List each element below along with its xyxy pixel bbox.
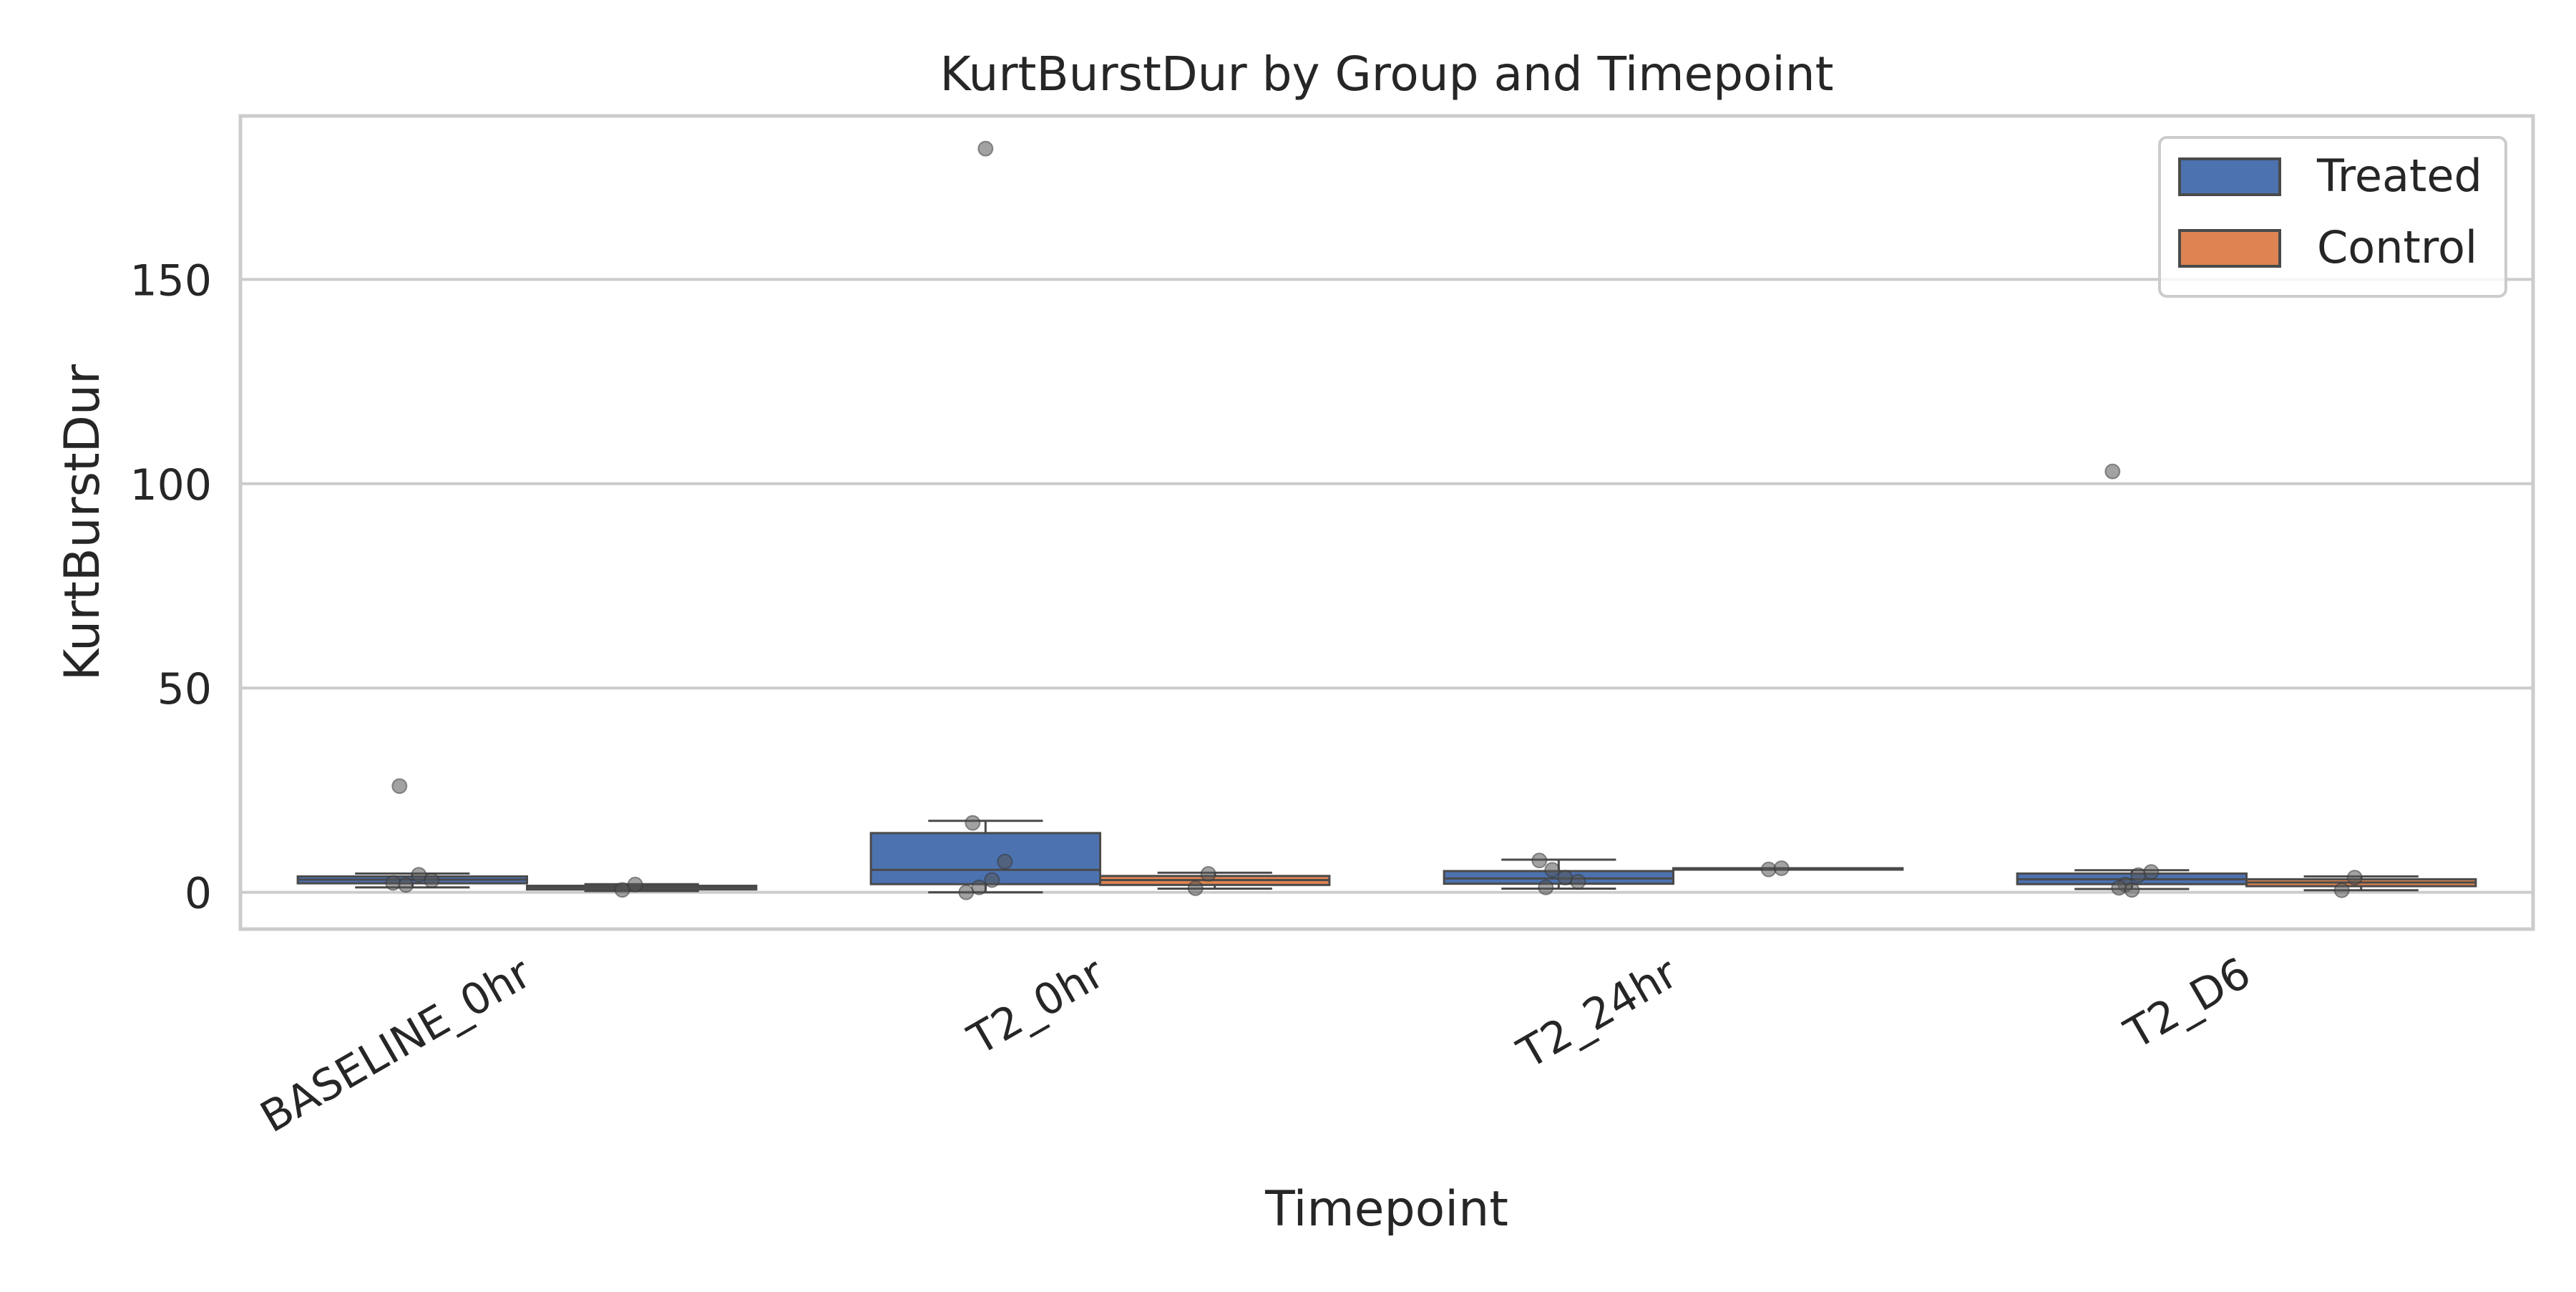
data-point — [2333, 882, 2350, 898]
data-point — [614, 882, 630, 898]
legend-label-control: Control — [2317, 221, 2477, 273]
data-point — [2130, 867, 2147, 883]
legend-swatch-control — [2178, 229, 2281, 268]
data-point — [2104, 463, 2121, 480]
data-point — [1200, 865, 1216, 882]
y-tick-label: 100 — [130, 460, 212, 510]
data-point — [424, 873, 440, 889]
data-point — [1544, 862, 1561, 878]
plot-frame — [238, 114, 2535, 931]
data-point — [398, 877, 414, 893]
legend-label-treated: Treated — [2316, 150, 2482, 202]
chart-title: KurtBurstDur by Group and Timepoint — [940, 47, 1834, 102]
points — [385, 140, 2363, 900]
data-point — [1557, 870, 1574, 886]
y-tick-label: 150 — [130, 256, 212, 306]
data-point — [2111, 880, 2127, 896]
data-point — [1570, 873, 1586, 890]
data-point — [411, 867, 427, 883]
data-point — [997, 853, 1013, 870]
y-ticks: 0 50 100 150 — [130, 256, 212, 918]
data-point — [1531, 853, 1548, 869]
data-point — [984, 872, 1000, 888]
y-tick-label: 50 — [157, 664, 212, 714]
y-tick-label: 0 — [185, 869, 212, 919]
data-point — [391, 778, 408, 795]
data-point — [1187, 880, 1204, 896]
data-point — [958, 884, 975, 900]
x-axis-label: Timepoint — [1264, 1181, 1508, 1238]
data-point — [977, 140, 994, 157]
data-point — [627, 876, 643, 893]
data-point — [2143, 864, 2160, 880]
legend: Treated Control — [2158, 136, 2507, 298]
data-point — [2124, 882, 2140, 898]
data-point — [2346, 870, 2363, 886]
data-point — [1773, 860, 1790, 876]
data-point — [965, 815, 981, 831]
data-point — [385, 875, 401, 891]
legend-swatch-treated — [2178, 157, 2281, 196]
data-point — [971, 879, 987, 895]
data-point — [1538, 879, 1554, 895]
data-point — [1760, 861, 1777, 878]
y-axis-label: KurtBurstDur — [54, 364, 111, 681]
